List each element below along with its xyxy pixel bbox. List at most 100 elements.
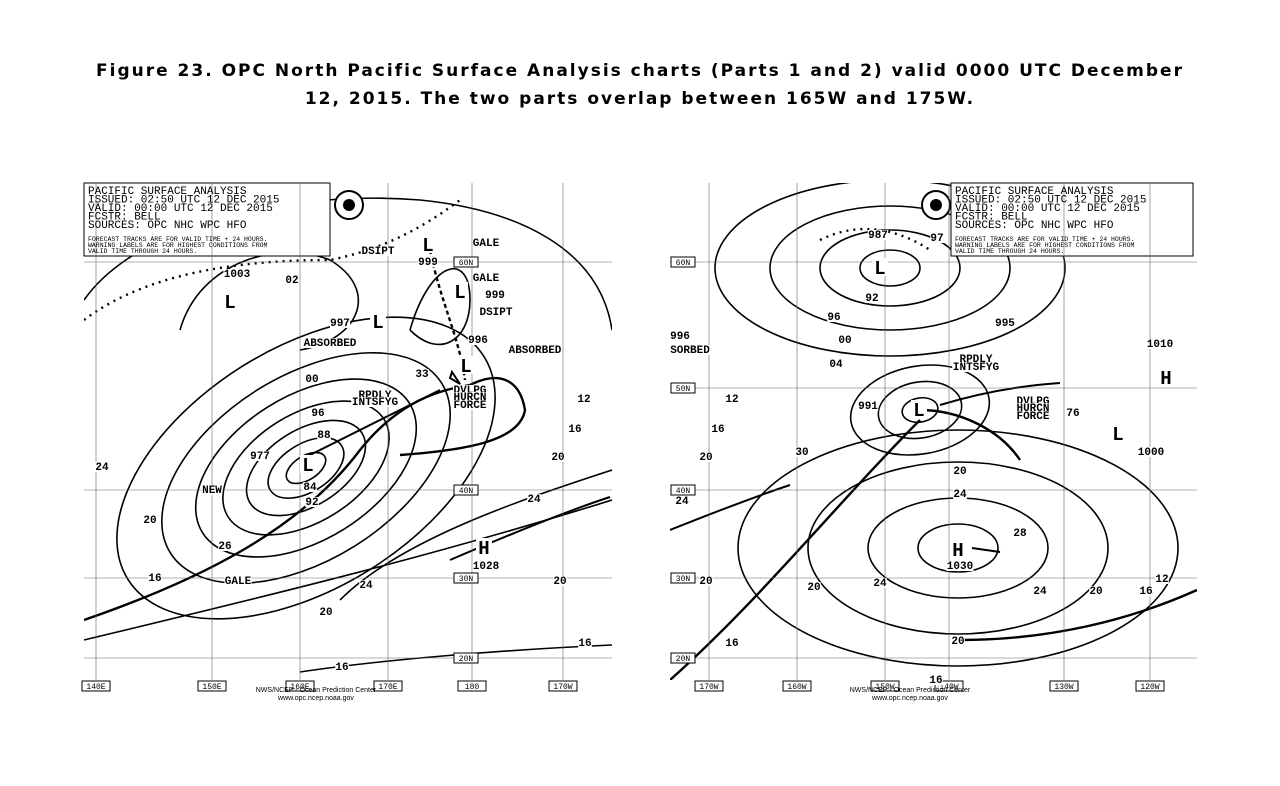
label-backdrop [953, 466, 967, 476]
map-label: 04 [829, 359, 843, 371]
map-label: 76 [1066, 408, 1079, 420]
label-backdrop [1146, 339, 1174, 349]
warning-line: VALID TIME THROUGH 24 HOURS. [88, 248, 197, 255]
label-backdrop [675, 496, 689, 506]
label-backdrop [319, 607, 333, 617]
longitude-label: 140W [939, 683, 958, 692]
map-label: DSIPT [479, 307, 512, 319]
map-label: 24 [675, 496, 689, 508]
map-label: 16 [578, 638, 591, 650]
map-label: 996 [670, 331, 690, 343]
label-backdrop [335, 662, 349, 672]
label-backdrop [669, 345, 711, 355]
map-label: 16 [335, 662, 348, 674]
label-backdrop [827, 312, 841, 322]
label-backdrop [959, 354, 993, 364]
map-label: 92 [305, 497, 318, 509]
label-backdrop [95, 462, 109, 472]
pressure-center: L [302, 455, 313, 477]
map-label: 24 [527, 494, 541, 506]
center-backdrop [370, 312, 386, 330]
longitude-label: 150W [875, 683, 894, 692]
center-backdrop [1158, 368, 1174, 386]
center-backdrop [300, 455, 316, 473]
pressure-center: L [224, 292, 235, 314]
map-label: 92 [865, 293, 878, 305]
label-backdrop [417, 257, 439, 267]
label-backdrop [358, 390, 392, 400]
map-label: 24 [359, 580, 373, 592]
label-backdrop [568, 424, 582, 434]
longitude-label: 150E [202, 683, 221, 692]
latitude-box [670, 256, 696, 268]
label-backdrop [551, 452, 565, 462]
label-backdrop [1155, 574, 1169, 584]
latitude-label: 50N [676, 385, 691, 394]
map-label: 20 [699, 576, 712, 588]
label-backdrop [479, 307, 513, 317]
warning-line: WARNING LABELS ARE FOR HIGHEST CONDITION… [88, 242, 268, 249]
map-label: 00 [838, 335, 851, 347]
label-backdrop [1033, 586, 1047, 596]
latitude-label: 60N [676, 259, 691, 268]
longitude-box [285, 680, 315, 692]
latitude-box [453, 256, 479, 268]
label-backdrop [1139, 586, 1153, 596]
label-backdrop [359, 580, 373, 590]
map-label: GALE [225, 576, 252, 588]
map-label: DSIPT [361, 246, 394, 258]
map-label: 991 [858, 401, 878, 413]
label-backdrop [929, 675, 943, 685]
pressure-center: H [478, 538, 489, 560]
label-backdrop [311, 408, 325, 418]
center-backdrop [911, 400, 927, 418]
label-backdrop [795, 447, 809, 457]
label-backdrop [951, 636, 965, 646]
pressure-center: L [1112, 424, 1123, 446]
map-label: 02 [285, 275, 298, 287]
label-backdrop [305, 374, 319, 384]
map-label: 977 [250, 451, 270, 463]
latitude-box [670, 382, 696, 394]
map-label: 24 [873, 578, 887, 590]
center-backdrop [872, 258, 888, 276]
latitude-label: 30N [459, 575, 474, 584]
noaa-logo [930, 199, 942, 211]
label-backdrop [873, 578, 887, 588]
warning-line: WARNING LABELS ARE FOR HIGHEST CONDITION… [955, 242, 1135, 249]
map-label: 16 [725, 638, 738, 650]
warning-line: VALID TIME THROUGH 24 HOURS. [955, 248, 1064, 255]
map-label: 26 [218, 541, 231, 553]
header-line: ISSUED: 02:50 UTC 12 DEC 2015 [88, 195, 279, 207]
map-label: SORBED [670, 345, 710, 357]
label-backdrop [148, 573, 162, 583]
map-label: 999 [485, 290, 505, 302]
label-backdrop [578, 638, 592, 648]
label-backdrop [1016, 396, 1050, 406]
noaa-logo [343, 199, 355, 211]
pressure-center: L [913, 400, 924, 422]
map-label: 20 [953, 466, 966, 478]
label-backdrop [201, 485, 223, 495]
map-label: 20 [143, 515, 156, 527]
map-label: ABSORBED [509, 345, 562, 357]
label-backdrop [453, 392, 487, 402]
map-label: FORCE [1016, 411, 1049, 423]
header-line: SOURCES: OPC NHC WPC HFO [88, 220, 247, 232]
latitude-box [453, 572, 479, 584]
label-backdrop [725, 394, 739, 404]
map-label: 1003 [224, 269, 251, 281]
longitude-label: 170W [553, 683, 572, 692]
label-backdrop [838, 335, 852, 345]
latitude-label: 30N [676, 575, 691, 584]
header-box [83, 182, 331, 257]
label-backdrop [725, 638, 739, 648]
label-backdrop [577, 394, 591, 404]
map-label: GALE [473, 273, 500, 285]
pressure-center: L [422, 235, 433, 257]
map-label: 20 [699, 452, 712, 464]
label-backdrop [472, 238, 500, 248]
longitude-box [548, 680, 578, 692]
longitude-box [782, 680, 812, 692]
map-label: INTSFYG [352, 397, 399, 409]
